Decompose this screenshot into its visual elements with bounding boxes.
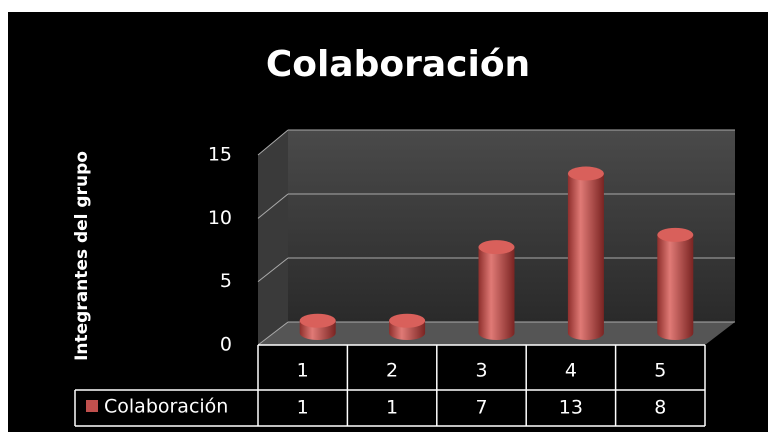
grid-line [257, 257, 289, 283]
x-tick-label: 4 [565, 360, 577, 382]
table-value: 7 [475, 397, 487, 419]
bar-top [389, 313, 426, 328]
x-tick-label: 2 [386, 360, 398, 382]
bar-top [478, 240, 515, 255]
bar [657, 234, 694, 340]
table-value: 13 [559, 397, 583, 419]
bar-top [657, 227, 694, 242]
back-wall [288, 130, 735, 322]
x-tick-label: 3 [475, 360, 487, 382]
legend-label: Colaboración [104, 396, 228, 418]
y-tick-label: 0 [220, 334, 232, 356]
grid-line [257, 321, 289, 346]
table-value: 1 [386, 397, 398, 419]
chart-title: Colaboración [266, 44, 530, 85]
bar [478, 247, 515, 340]
legend-swatch [86, 400, 98, 412]
side-wall [258, 130, 288, 345]
y-tick-label: 5 [220, 270, 232, 292]
x-tick-label: 1 [297, 360, 309, 382]
bar-top [567, 166, 604, 181]
grid-line [257, 193, 289, 219]
bar-top [299, 313, 336, 328]
y-tick-label: 15 [208, 144, 232, 166]
y-tick-label: 10 [208, 207, 232, 229]
table-value: 8 [654, 397, 666, 419]
bar [567, 173, 604, 340]
table-value: 1 [297, 397, 309, 419]
y-axis-label: Integrantes del grupo [72, 151, 92, 361]
grid-line [257, 129, 289, 156]
x-tick-label: 5 [654, 360, 666, 382]
